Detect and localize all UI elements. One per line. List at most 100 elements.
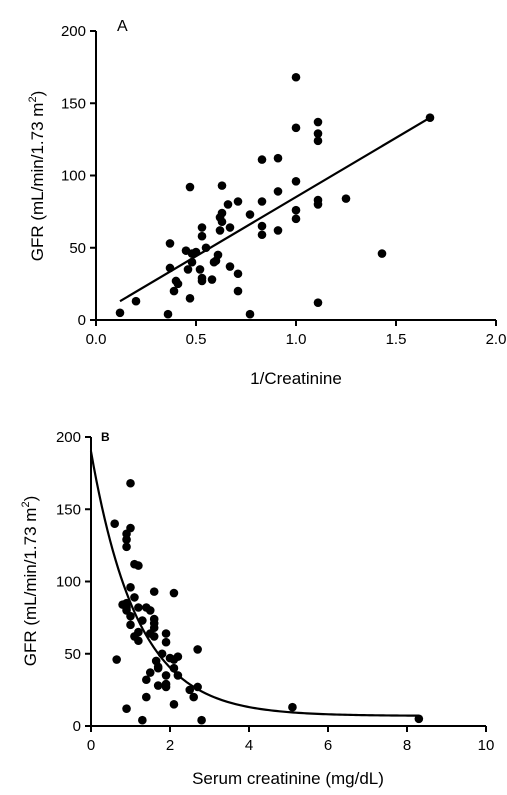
chart-b-y-label-main: GFR (mL/min/1.73 m [21,508,40,667]
chart-a-data-point [223,200,233,209]
chart-a-data-point [225,262,235,271]
chart-a-data-point [257,197,267,206]
chart-a-data-point [257,155,267,164]
chart-a-data-point [197,223,207,232]
chart-b-y-tick-label: 200 [56,429,81,446]
chart-b-y-label-sup: 2 [20,501,32,507]
chart-a-data-point [165,239,175,248]
chart-a-data-point [115,308,125,318]
chart-b-x-tick-label: 8 [403,737,411,754]
chart-a-data-point [233,197,243,206]
chart-a-data-point [273,226,283,235]
chart-a-data-point [195,265,205,274]
chart-a-data-point [377,249,387,258]
chart-a-y-tick-label: 200 [61,23,86,40]
chart-a-data-point [217,208,227,218]
chart-b-data-point [126,611,135,621]
chart-b-data-point [134,561,143,570]
chart-b-data-point [122,704,131,713]
chart-b-data-point [145,606,155,615]
chart-b-data-point [126,478,135,488]
chart-a-data-point [313,298,323,307]
chart-a-data-point [185,182,195,192]
chart-a-data-point [273,187,283,196]
chart-a-data-point [257,230,267,240]
chart-b-data-point [142,692,151,702]
chart-a-data-point [291,72,301,82]
chart-a-data-point [291,214,301,224]
chart-b-data-point [126,582,135,592]
chart-a-x-tick-label: 1.5 [386,331,407,348]
chart-b-data-point [122,603,131,612]
chart-a-y-tick-label: 0 [78,312,86,329]
chart-b-x-tick-label: 6 [324,737,332,754]
chart-a-data-point [291,205,301,215]
chart-a-x-label: 1/Creatinine [250,369,342,388]
chart-b-data-point [161,629,171,638]
chart-b-data-point [169,588,179,598]
chart-a-data-point [183,265,193,274]
chart-a-y-label-sup: 2 [27,96,39,102]
chart-b-data-point [126,523,135,533]
chart-a-data-point [131,296,141,306]
chart-b-data-point [189,692,198,702]
chart-b-y-tick-label: 150 [56,501,81,518]
chart-b-data-point [149,619,159,628]
chart-a-data-point [233,269,243,279]
chart-b-y-label: GFR (mL/min/1.73 m2) [20,496,40,667]
chart-b-data-point [134,603,143,612]
chart-a-data-point [313,136,323,146]
chart-b-x-tick-label: 10 [478,737,495,754]
chart-b-data-point [197,715,206,725]
chart-a-data-point [245,309,255,319]
chart-a-data-point [291,176,301,186]
chart-b-fit-line [89,451,419,717]
chart-b-data-point [134,627,143,637]
chart-a-data-point [213,250,223,260]
chart-a-data-point [163,309,173,319]
chart-a-data-point [291,123,301,133]
chart-b-data-point [161,637,171,647]
chart-b-data-point [138,715,147,725]
chart-a-data-point [225,223,235,232]
chart-b-data-point [288,702,297,712]
chart-a-data-point [245,210,255,219]
chart-b-data-point [134,636,143,646]
chart-a-data-point [257,221,267,231]
chart-b-data-point [149,632,159,641]
chart-b-data-point [149,587,159,596]
chart-b-data-point [161,679,171,689]
chart-a-data-point [341,194,351,203]
chart-a-data-point [197,276,207,286]
chart-b-x-label: Serum creatinine (mg/dL) [192,769,384,788]
chart-a-y-tick-label: 150 [61,95,86,112]
chart-a-data-point [185,294,195,303]
chart-b-x-tick-label: 0 [87,737,95,754]
chart-a-y-tick-label: 100 [61,168,86,185]
chart-a-data-point [169,286,179,296]
chart-b-data-point [161,671,171,680]
chart-a-fit-line [119,116,431,303]
chart-a-y-label-main: GFR (mL/min/1.73 m [28,103,47,262]
chart-a-data-point [217,217,227,227]
chart-a-data-point [215,226,225,235]
chart-b-data-point [110,519,119,528]
chart-b-data-point [130,593,139,602]
chart-a-y-label-end: ) [28,91,47,97]
chart-a: 0.0 0.5 1.0 1.5 2.0 0 50 100 150 200 A 1/Creatini… [27,18,506,388]
chart-a-y-label: GFR (mL/min/1.73 m2) [27,91,47,262]
chart-a-data-point [197,231,207,241]
chart-a-panel-label: A [117,18,128,35]
chart-b-panel-label: B [101,430,110,444]
chart-b-data-point [173,652,183,661]
chart-b-data-point [112,655,121,664]
chart-a-data-point [217,181,227,190]
chart-b-data-point [145,668,155,677]
chart-b-data-point [153,681,163,690]
chart-a-data-point [233,286,243,296]
chart-b-data-point [185,685,195,695]
chart-a-x-tick-label: 0.0 [86,331,107,348]
chart-a-data-point [313,200,323,209]
